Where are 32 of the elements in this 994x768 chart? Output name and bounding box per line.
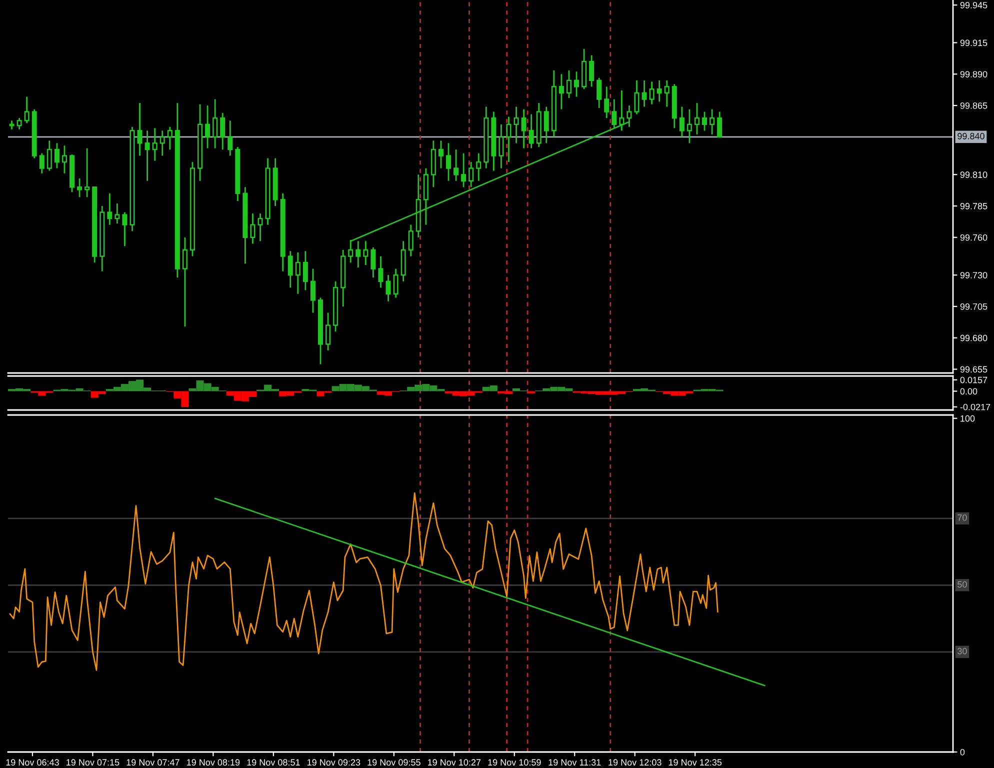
y-tick-label: 0.00 bbox=[960, 388, 978, 395]
y-tick-label: 99.730 bbox=[960, 272, 988, 278]
x-tick-label: 19 Nov 08:51 bbox=[247, 759, 300, 766]
ref-line-label: 50 bbox=[958, 581, 967, 588]
ref-line-label: 30 bbox=[958, 648, 967, 654]
x-tick-label: 19 Nov 07:47 bbox=[126, 759, 180, 766]
y-tick-label: 99.705 bbox=[960, 303, 988, 310]
x-tick-label: 19 Nov 11:31 bbox=[548, 759, 601, 766]
y-tick-label: 99.865 bbox=[960, 102, 988, 109]
y-tick-label: 99.810 bbox=[960, 172, 988, 178]
y-tick-label: 99.760 bbox=[960, 234, 988, 241]
x-tick-label: 19 Nov 06:43 bbox=[6, 759, 59, 766]
x-tick-label: 19 Nov 09:23 bbox=[308, 759, 360, 766]
x-tick-label: 19 Nov 08:19 bbox=[187, 759, 240, 766]
ref-line-label: 99.840 bbox=[958, 132, 984, 140]
y-tick-label: 99.890 bbox=[960, 71, 988, 78]
x-tick-label: 19 Nov 12:03 bbox=[608, 759, 662, 766]
y-tick-label: 99.945 bbox=[960, 2, 988, 8]
y-tick-label: 0 bbox=[960, 748, 965, 756]
y-tick-label: -0.0217 bbox=[960, 404, 990, 410]
y-tick-label: 99.785 bbox=[960, 202, 988, 210]
x-tick-label: 19 Nov 07:15 bbox=[66, 759, 120, 766]
x-tick-label: 19 Nov 12:35 bbox=[668, 759, 722, 766]
x-tick-label: 19 Nov 10:59 bbox=[488, 759, 541, 766]
x-tick-label: 19 Nov 10:27 bbox=[428, 759, 481, 766]
y-tick-label: 100 bbox=[960, 415, 975, 422]
y-tick-label: 99.680 bbox=[960, 334, 988, 342]
x-tick-label: 19 Nov 09:55 bbox=[368, 759, 420, 766]
ref-line-label: 70 bbox=[958, 514, 967, 521]
y-tick-label: 99.655 bbox=[960, 366, 988, 373]
y-tick-label: 99.915 bbox=[960, 40, 988, 46]
y-tick-label: 0.0157 bbox=[960, 376, 988, 384]
